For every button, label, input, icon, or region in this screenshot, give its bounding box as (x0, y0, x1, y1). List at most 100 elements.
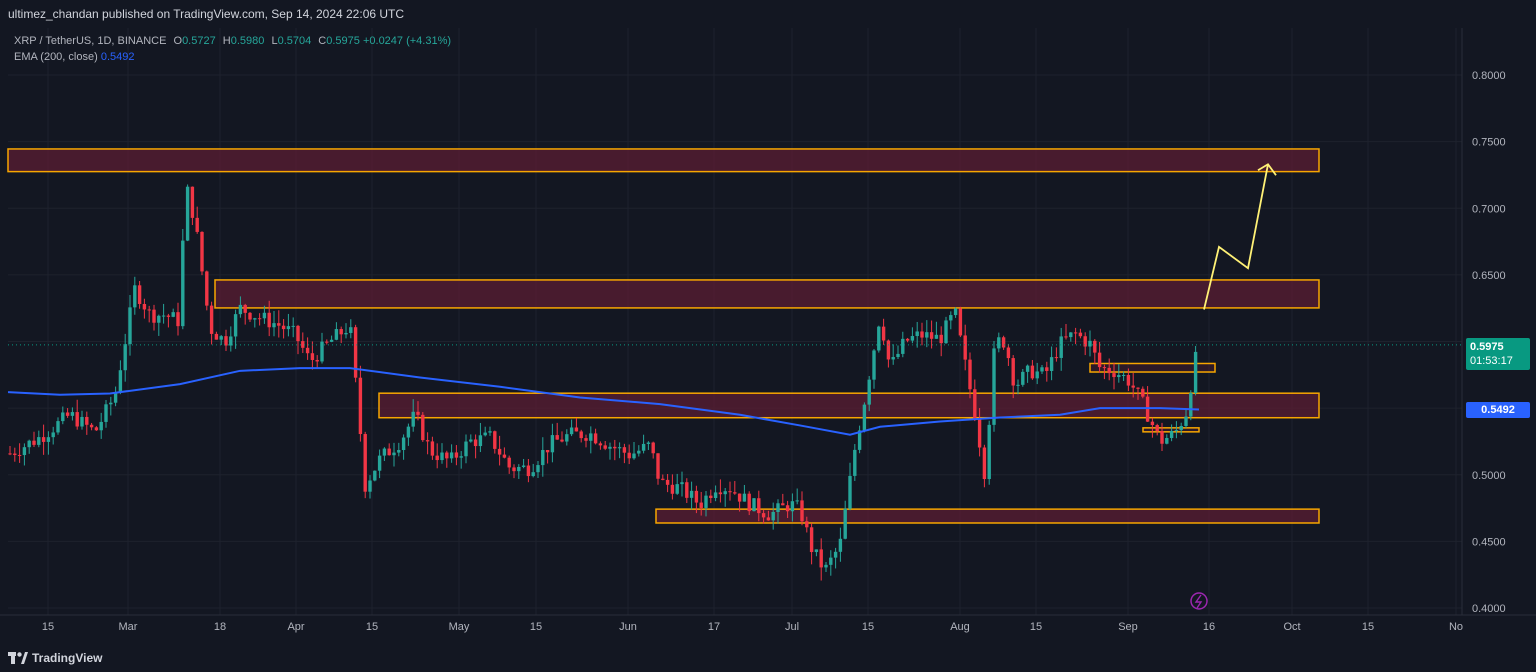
candle-body (814, 549, 819, 553)
candle-body (805, 521, 809, 528)
candle-body (377, 455, 382, 471)
countdown-value: 01:53:17 (1470, 355, 1513, 367)
candle-body (1054, 357, 1059, 359)
candle-body (1117, 375, 1121, 378)
candle-body (565, 434, 569, 442)
candle-body (104, 404, 108, 422)
candle-body (205, 271, 209, 306)
candle-body (944, 320, 948, 344)
candle-body (867, 379, 871, 405)
high-key: H (222, 35, 231, 47)
ema-price-tag: 0.5492 (1466, 402, 1530, 418)
candle-body (1189, 393, 1193, 417)
candle-body (517, 466, 521, 472)
candle-body (349, 327, 353, 333)
candle-body (968, 359, 972, 390)
candle-body (1150, 421, 1155, 426)
candle-body (291, 325, 295, 327)
candle-body (689, 490, 694, 498)
candle-body (454, 452, 459, 458)
chart-pane[interactable]: 0.8000 0.7500 0.7000 0.6500 0.5000 0.4500 0.40… (0, 28, 1536, 644)
candle-body (243, 304, 247, 313)
candle-body (507, 457, 511, 468)
candle-body (809, 527, 814, 553)
candle-body (1045, 367, 1049, 371)
time-tick-label: 18 (214, 621, 226, 633)
candle-body (670, 484, 675, 494)
time-tick-label: Jun (619, 621, 637, 633)
candle-body (872, 350, 876, 380)
candle-body (209, 305, 214, 334)
candle-body (161, 315, 166, 317)
candle-body (737, 493, 742, 502)
candle-body (680, 482, 684, 485)
time-tick-label: 15 (530, 621, 542, 633)
candle-body (339, 329, 343, 335)
candle-body (771, 511, 775, 521)
candle-body (526, 465, 531, 477)
candle-body (1126, 374, 1131, 386)
change-value: +0.0247 (+4.31%) (362, 35, 452, 47)
candle-body (368, 480, 372, 492)
open-key: O (173, 35, 183, 47)
candle-body (512, 467, 516, 472)
candle-body (382, 448, 387, 456)
price-tick-label: 0.6500 (1472, 270, 1506, 282)
publish-header: ultimez_chandan published on TradingView… (0, 0, 1536, 28)
candle-body (301, 341, 305, 348)
candle-body (267, 312, 271, 328)
candlestick-chart[interactable]: 0.8000 0.7500 0.7000 0.6500 0.5000 0.4500 0.40… (0, 28, 1536, 644)
candle-body (190, 186, 195, 218)
candle-body (27, 440, 31, 448)
candle-body (373, 470, 377, 481)
candle-body (1112, 373, 1116, 378)
ema-label[interactable]: EMA (200, close) (14, 51, 98, 63)
candle-body (56, 421, 60, 433)
last-price-value: 0.5975 (1470, 341, 1504, 353)
candle-body (445, 452, 449, 459)
low-value: 0.5704 (277, 35, 312, 47)
candle-body (694, 490, 699, 503)
candle-body (925, 332, 929, 338)
candle-body (709, 495, 713, 499)
candle-body (430, 441, 435, 456)
candle-body (1136, 387, 1140, 389)
candle-body (17, 454, 22, 456)
time-tick-label: 15 (862, 621, 874, 633)
candle-body (142, 303, 147, 310)
candle-body (1035, 371, 1039, 379)
candle-body (497, 448, 502, 455)
candle-body (781, 503, 785, 506)
candle-body (1064, 336, 1068, 338)
candle-body (742, 493, 747, 502)
candle-body (728, 491, 732, 493)
candle-body (891, 357, 895, 360)
candle-body (1030, 365, 1035, 379)
candle-body (421, 414, 425, 441)
candle-body (483, 432, 487, 436)
candle-body (713, 492, 718, 499)
candle-body (8, 453, 12, 455)
candle-body (637, 450, 641, 454)
tradingview-logo[interactable]: TradingView (8, 651, 102, 665)
candle-body (934, 334, 939, 339)
candle-body (123, 344, 127, 371)
candle-body (195, 217, 199, 232)
supply-demand-zone (7, 148, 1320, 173)
projection-arrow (1203, 164, 1269, 310)
candle-body (1021, 371, 1025, 385)
candle-body (646, 442, 651, 444)
supply-demand-zone (378, 392, 1320, 419)
candle-body (939, 334, 943, 344)
candle-body (137, 285, 142, 304)
candle-body (910, 336, 915, 341)
candle-body (133, 285, 137, 308)
candle-body (1016, 384, 1020, 386)
candle-body (886, 340, 891, 360)
close-key: C (318, 35, 327, 47)
symbol-label[interactable]: XRP / TetherUS, 1D, BINANCE (14, 35, 167, 47)
candle-body (257, 318, 262, 320)
price-tick-label: 0.4000 (1472, 603, 1506, 615)
brand-text: TradingView (32, 651, 103, 665)
candle-body (344, 332, 348, 335)
